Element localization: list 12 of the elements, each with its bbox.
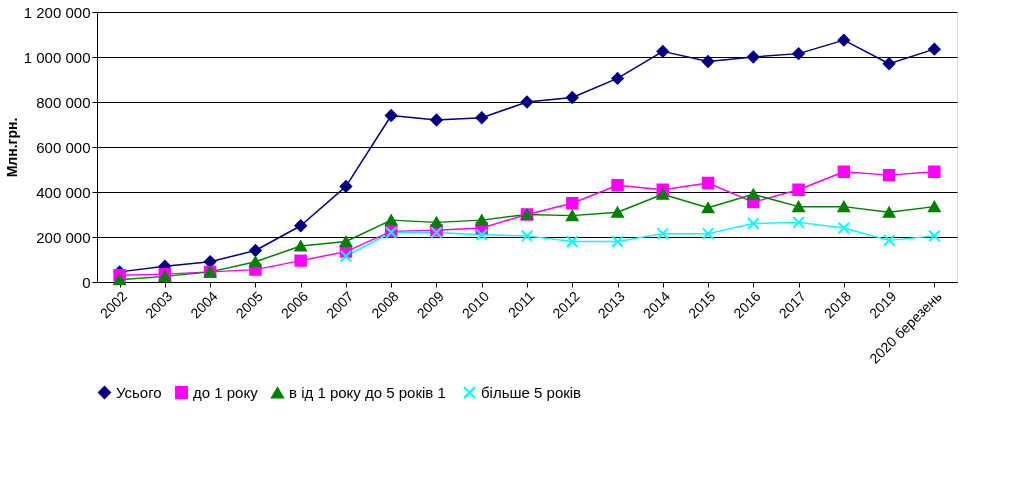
legend-label: в ід 1 року до 5 років 1 bbox=[289, 383, 446, 401]
y-tick-label: 400 000 bbox=[36, 183, 91, 201]
y-tick-label: 800 000 bbox=[36, 93, 91, 111]
y-tick-label: 600 000 bbox=[36, 138, 91, 156]
legend-label: до 1 року bbox=[193, 383, 259, 401]
y-axis-title: Млн.грн. bbox=[3, 117, 20, 178]
y-tick-label: 0 bbox=[82, 273, 91, 291]
y-tick-label: 1 200 000 bbox=[23, 3, 91, 21]
y-tick-label: 1 000 000 bbox=[23, 48, 91, 66]
y-tick-label: 200 000 bbox=[36, 228, 91, 246]
legend-label: Усього bbox=[116, 383, 162, 401]
legend-label: більше 5 років bbox=[481, 383, 582, 401]
